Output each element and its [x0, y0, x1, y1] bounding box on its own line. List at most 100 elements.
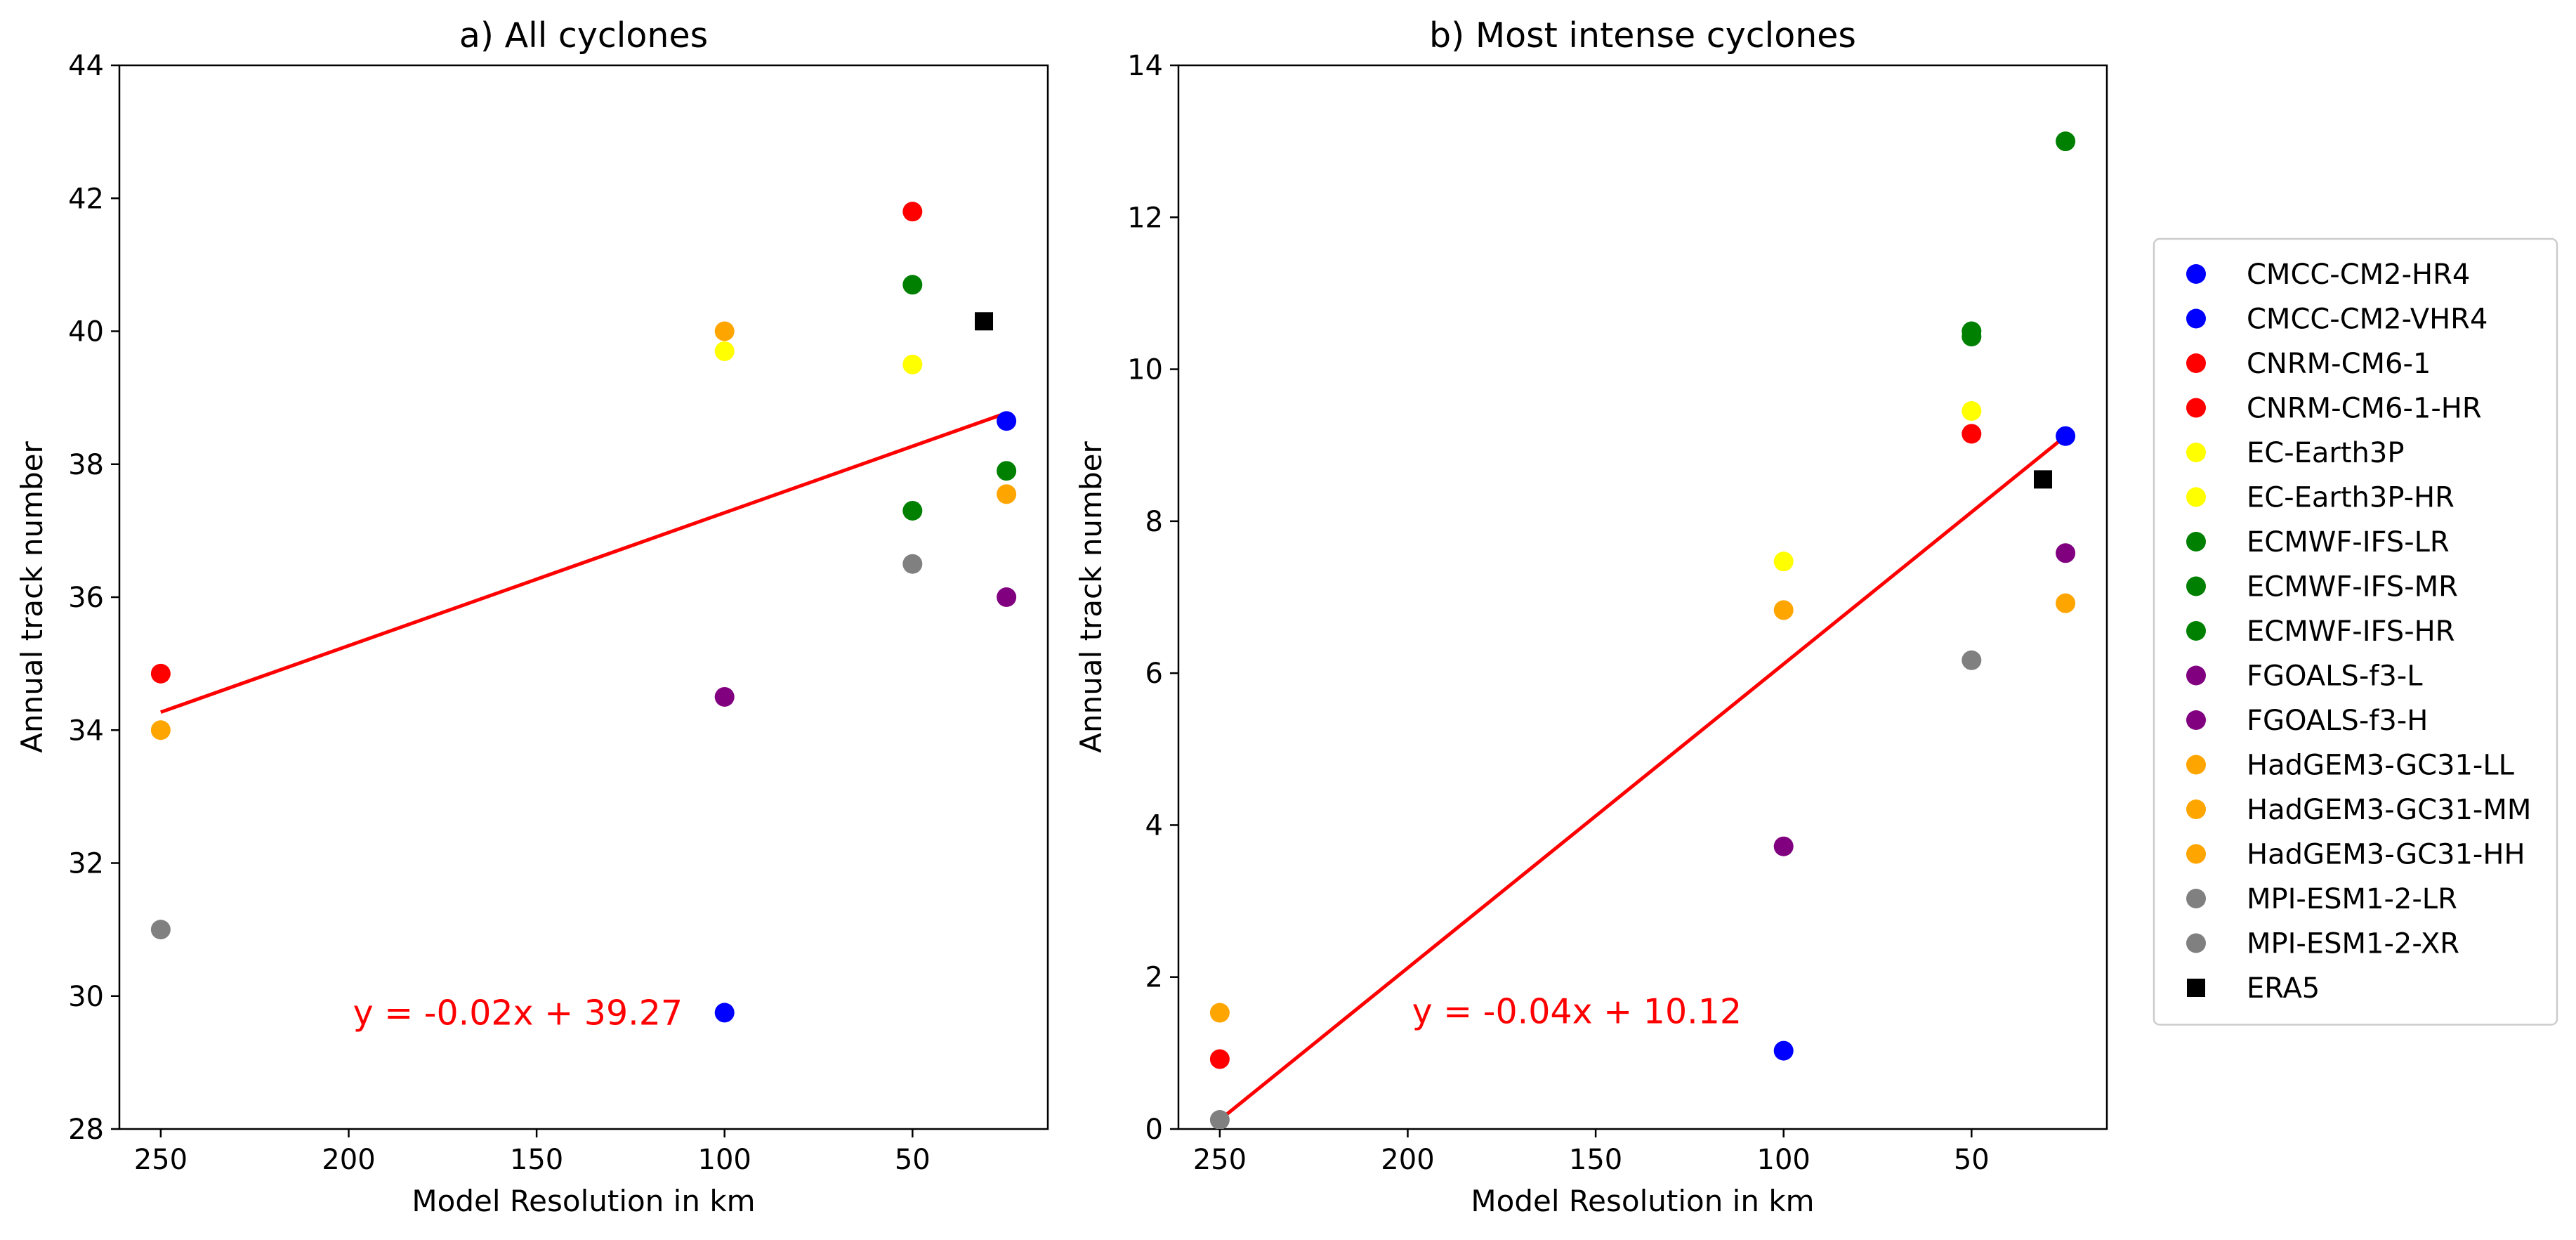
- data-point-fgoals-f3-l: [1773, 836, 1794, 856]
- data-point-hadgem3-gc31-hh: [2056, 593, 2076, 613]
- legend-label: FGOALS-f3-H: [2247, 705, 2428, 737]
- panel-a-all-cyclones: 250 200 150 100 50 28 30 32 34 36 38 40 42 44 a) All c…: [15, 15, 1049, 1218]
- legend-box: [2153, 237, 2558, 1026]
- y-axis-label: Annual track number: [1074, 441, 1108, 753]
- legend-marker: [2186, 308, 2206, 329]
- legend-label: ECMWF-IFS-MR: [2247, 571, 2458, 603]
- regression-equation: y = -0.02x + 39.27: [353, 993, 683, 1033]
- y-tick-label: 12: [1127, 202, 1163, 234]
- legend-marker: [2186, 398, 2206, 418]
- legend-label: CMCC-CM2-VHR4: [2247, 304, 2488, 336]
- data-point-mpi-esm1-2-xr: [902, 554, 923, 574]
- data-point-ecmwf-ifs-lr: [902, 500, 923, 521]
- data-point-cmcc-cm2-vhr4: [2056, 426, 2076, 446]
- regression-equation: y = -0.04x + 10.12: [1412, 991, 1742, 1031]
- y-tick-label: 0: [1145, 1114, 1163, 1146]
- x-tick-label: 150: [510, 1144, 563, 1176]
- x-tick-label: 200: [1381, 1144, 1434, 1176]
- data-point-cnrm-cm6-1-hr: [902, 202, 923, 222]
- legend-label: ECMWF-IFS-HR: [2247, 615, 2455, 648]
- x-tick-label: 200: [322, 1144, 375, 1176]
- y-tick-label: 36: [68, 582, 104, 614]
- data-point-mpi-esm1-2-lr: [1209, 1110, 1230, 1129]
- legend-marker: [2186, 353, 2206, 373]
- data-point-ec-earth3p: [1773, 552, 1794, 572]
- data-point-cnrm-cm6-1: [150, 663, 171, 684]
- legend-entry: FGOALS-f3-L: [2186, 660, 2423, 693]
- y-tick-label: 8: [1145, 506, 1163, 538]
- legend-entry: ECMWF-IFS-MR: [2186, 571, 2458, 603]
- panel-title: a) All cyclones: [459, 15, 708, 56]
- legend-label: MPI-ESM1-2-XR: [2247, 928, 2459, 960]
- data-point-cnrm-cm6-1-hr: [1961, 424, 1982, 444]
- data-point-cnrm-cm6-1: [1209, 1049, 1230, 1069]
- legend-label: CNRM-CM6-1-HR: [2247, 393, 2482, 425]
- data-point-era5: [2034, 470, 2053, 489]
- y-tick-label: 6: [1145, 658, 1163, 690]
- legend-marker: [2186, 621, 2206, 641]
- legend-entry: CNRM-CM6-1-HR: [2186, 393, 2482, 425]
- legend-label: ECMWF-IFS-LR: [2247, 526, 2450, 559]
- x-tick-label: 50: [895, 1144, 931, 1176]
- y-tick-label: 42: [68, 183, 104, 215]
- legend-entry: CMCC-CM2-VHR4: [2186, 304, 2488, 336]
- legend-marker: [2186, 487, 2206, 507]
- panel-b-most-intense-cyclones: 250 200 150 100 50 0 2 4 6 8 10 12 14 b) Most intense…: [1074, 15, 2108, 1218]
- legend-entry: MPI-ESM1-2-LR: [2186, 883, 2457, 915]
- regression-line: [1218, 434, 2067, 1121]
- plot-area: [1209, 131, 2076, 1129]
- legend-entry: HadGEM3-GC31-MM: [2186, 794, 2531, 826]
- legend-entry: ECMWF-IFS-LR: [2186, 526, 2450, 559]
- x-tick-label: 250: [134, 1144, 188, 1176]
- legend-marker: [2186, 264, 2206, 284]
- x-tick-label: 250: [1193, 1144, 1247, 1176]
- legend-entry: FGOALS-f3-H: [2186, 705, 2428, 737]
- legend-entry: EC-Earth3P: [2186, 437, 2404, 469]
- legend-label: EC-Earth3P: [2247, 437, 2404, 469]
- x-tick-label: 100: [1757, 1144, 1811, 1176]
- legend-label: FGOALS-f3-L: [2247, 660, 2423, 693]
- legend-label: HadGEM3-GC31-LL: [2247, 750, 2515, 782]
- data-point-mpi-esm1-2-xr: [1961, 650, 1982, 670]
- legend-label: CNRM-CM6-1: [2247, 348, 2431, 380]
- x-tick-label: 100: [698, 1144, 751, 1176]
- legend-marker: [2186, 443, 2206, 462]
- x-axis-label: Model Resolution in km: [1471, 1184, 1814, 1218]
- legend-entry: CNRM-CM6-1: [2186, 348, 2431, 380]
- y-tick-label: 32: [68, 848, 104, 880]
- legend-marker: [2186, 800, 2206, 819]
- legend-marker: [2186, 755, 2206, 775]
- legend-entry: ERA5: [2187, 972, 2320, 1005]
- data-point-ecmwf-ifs-hr: [2056, 131, 2076, 152]
- regression-line: [160, 411, 1007, 714]
- legend: CMCC-CM2-HR4 CMCC-CM2-VHR4 CNRM-CM6-1 CNRM-…: [2153, 237, 2558, 1026]
- legend-marker: [2186, 532, 2206, 552]
- legend-entry: HadGEM3-GC31-HH: [2186, 839, 2525, 871]
- legend-marker: [2186, 889, 2206, 908]
- plot-area: [150, 202, 1017, 1023]
- legend-marker: [2186, 710, 2206, 730]
- y-tick-label: 28: [68, 1114, 104, 1146]
- legend-label: HadGEM3-GC31-MM: [2247, 794, 2531, 826]
- y-tick-label: 14: [1127, 50, 1163, 82]
- data-point-ecmwf-ifs-mr: [1961, 327, 1982, 347]
- legend-label: MPI-ESM1-2-LR: [2247, 883, 2457, 915]
- data-point-mpi-esm1-2-lr: [150, 920, 171, 940]
- legend-entry: HadGEM3-GC31-LL: [2186, 750, 2515, 782]
- data-point-ecmwf-ifs-mr: [902, 275, 923, 295]
- legend-entry: MPI-ESM1-2-XR: [2186, 928, 2459, 960]
- y-tick-label: 44: [68, 50, 104, 82]
- x-tick-label: 50: [1954, 1144, 1990, 1176]
- y-tick-label: 10: [1127, 354, 1163, 386]
- y-axis-label: Annual track number: [15, 441, 49, 753]
- data-point-hadgem3-gc31-ll: [150, 720, 171, 740]
- y-tick-label: 38: [68, 449, 104, 481]
- legend-marker: [2186, 576, 2206, 596]
- data-point-cmcc-cm2-vhr4: [997, 411, 1017, 431]
- data-point-hadgem3-gc31-hh: [997, 484, 1017, 504]
- y-tick-label: 30: [68, 981, 104, 1013]
- legend-marker: [2186, 665, 2206, 686]
- legend-entry: EC-Earth3P-HR: [2186, 482, 2455, 514]
- y-tick-label: 40: [68, 316, 104, 348]
